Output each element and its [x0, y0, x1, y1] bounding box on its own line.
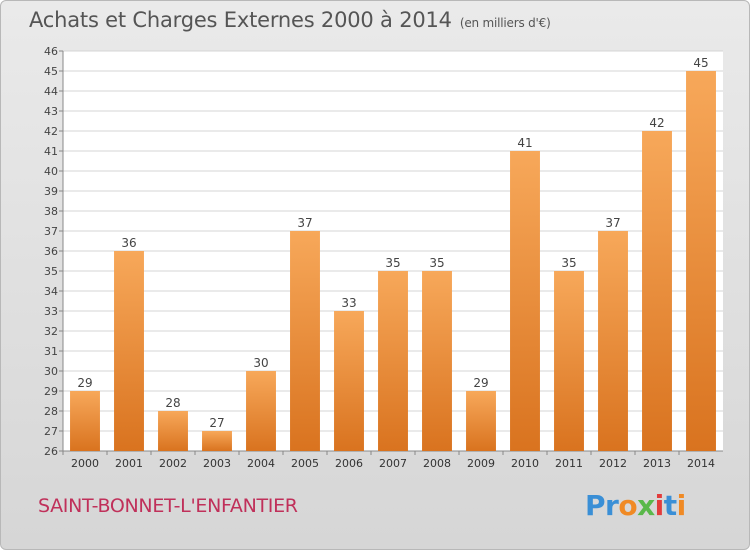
y-tick-label: 28 [44, 405, 58, 418]
logo-letter: x [637, 489, 655, 522]
x-tick-label: 2004 [247, 457, 275, 470]
y-tick-label: 30 [44, 365, 58, 378]
logo-letter: t [663, 489, 677, 522]
y-tick-label: 32 [44, 325, 58, 338]
y-tick-label: 38 [44, 205, 58, 218]
title-unit: (en milliers d'€) [459, 16, 551, 30]
x-tick-label: 2007 [379, 457, 407, 470]
bar [246, 371, 276, 451]
data-label: 27 [209, 416, 224, 430]
y-tick-label: 33 [44, 305, 58, 318]
bar [510, 151, 540, 451]
x-tick-label: 2008 [423, 457, 451, 470]
x-tick-label: 2009 [467, 457, 495, 470]
data-label: 28 [165, 396, 180, 410]
data-label: 42 [649, 116, 664, 130]
logo-letter: i [676, 489, 687, 522]
data-label: 45 [693, 56, 708, 70]
y-tick-label: 45 [44, 65, 58, 78]
data-label: 33 [341, 296, 356, 310]
proxiti-logo: Proxiti [585, 489, 686, 522]
chart-title: Achats et Charges Externes 2000 à 2014 (e… [29, 8, 551, 32]
data-label: 37 [605, 216, 620, 230]
bar [114, 251, 144, 451]
y-tick-label: 41 [44, 145, 58, 158]
bar [378, 271, 408, 451]
data-label: 41 [517, 136, 532, 150]
x-tick-label: 2005 [291, 457, 319, 470]
bar [642, 131, 672, 451]
bar [466, 391, 496, 451]
bar [290, 231, 320, 451]
logo-letter: i [654, 489, 665, 522]
x-tick-label: 2011 [555, 457, 583, 470]
y-tick-label: 35 [44, 265, 58, 278]
bar [422, 271, 452, 451]
x-tick-label: 2012 [599, 457, 627, 470]
data-label: 36 [121, 236, 136, 250]
bar [202, 431, 232, 451]
bar [598, 231, 628, 451]
x-tick-label: 2003 [203, 457, 231, 470]
bar [158, 411, 188, 451]
data-label: 35 [385, 256, 400, 270]
y-tick-label: 44 [44, 85, 58, 98]
x-tick-label: 2002 [159, 457, 187, 470]
place-name: SAINT-BONNET-L'ENFANTIER [38, 495, 298, 517]
logo-letter: o [618, 489, 638, 522]
y-tick-label: 27 [44, 425, 58, 438]
x-tick-label: 2013 [643, 457, 671, 470]
logo-letter: r [605, 489, 619, 522]
data-label: 29 [473, 376, 488, 390]
y-tick-label: 39 [44, 185, 58, 198]
bar [686, 71, 716, 451]
y-tick-label: 31 [44, 345, 58, 358]
data-label: 29 [77, 376, 92, 390]
y-tick-label: 46 [44, 45, 58, 58]
y-tick-label: 26 [44, 445, 58, 458]
data-label: 37 [297, 216, 312, 230]
logo-letter: P [585, 489, 606, 522]
title-text: Achats et Charges Externes 2000 à 2014 [29, 8, 452, 32]
y-tick-label: 40 [44, 165, 58, 178]
x-tick-label: 2006 [335, 457, 363, 470]
bar [70, 391, 100, 451]
y-tick-label: 29 [44, 385, 58, 398]
bar [554, 271, 584, 451]
x-tick-label: 2000 [71, 457, 99, 470]
x-tick-label: 2001 [115, 457, 143, 470]
data-label: 35 [561, 256, 576, 270]
y-tick-label: 43 [44, 105, 58, 118]
data-label: 35 [429, 256, 444, 270]
y-tick-label: 42 [44, 125, 58, 138]
data-label: 30 [253, 356, 268, 370]
x-tick-label: 2010 [511, 457, 539, 470]
y-tick-label: 37 [44, 225, 58, 238]
y-tick-label: 34 [44, 285, 58, 298]
y-tick-label: 36 [44, 245, 58, 258]
bar [334, 311, 364, 451]
x-tick-label: 2014 [687, 457, 715, 470]
